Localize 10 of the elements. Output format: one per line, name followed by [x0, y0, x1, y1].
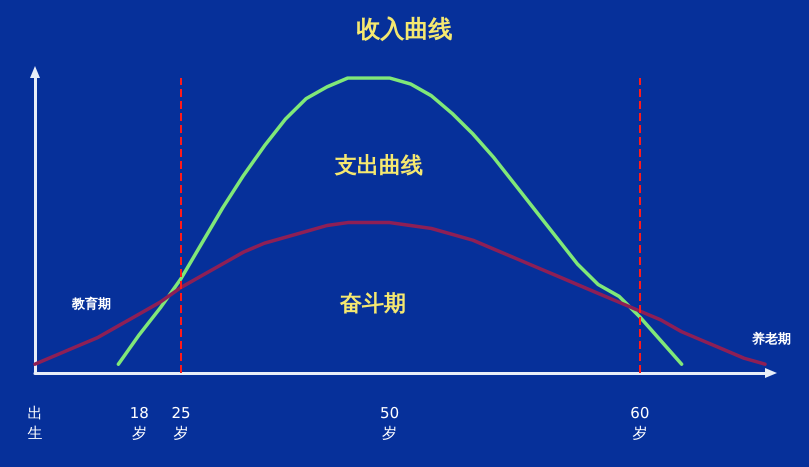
- annotation: 奋斗期: [339, 292, 406, 316]
- annotation: 支出曲线: [334, 154, 423, 178]
- x-tick-label: 50岁: [380, 404, 400, 442]
- x-tick-label: 18岁: [130, 404, 149, 442]
- annotation: 教育期: [71, 296, 111, 312]
- x-tick-label: 出生: [28, 404, 42, 442]
- x-tick-label: 60岁: [630, 404, 650, 442]
- chart-title: 收入曲线: [356, 15, 452, 43]
- x-tick-label: 25岁: [171, 404, 191, 442]
- annotation: 养老期: [751, 331, 791, 347]
